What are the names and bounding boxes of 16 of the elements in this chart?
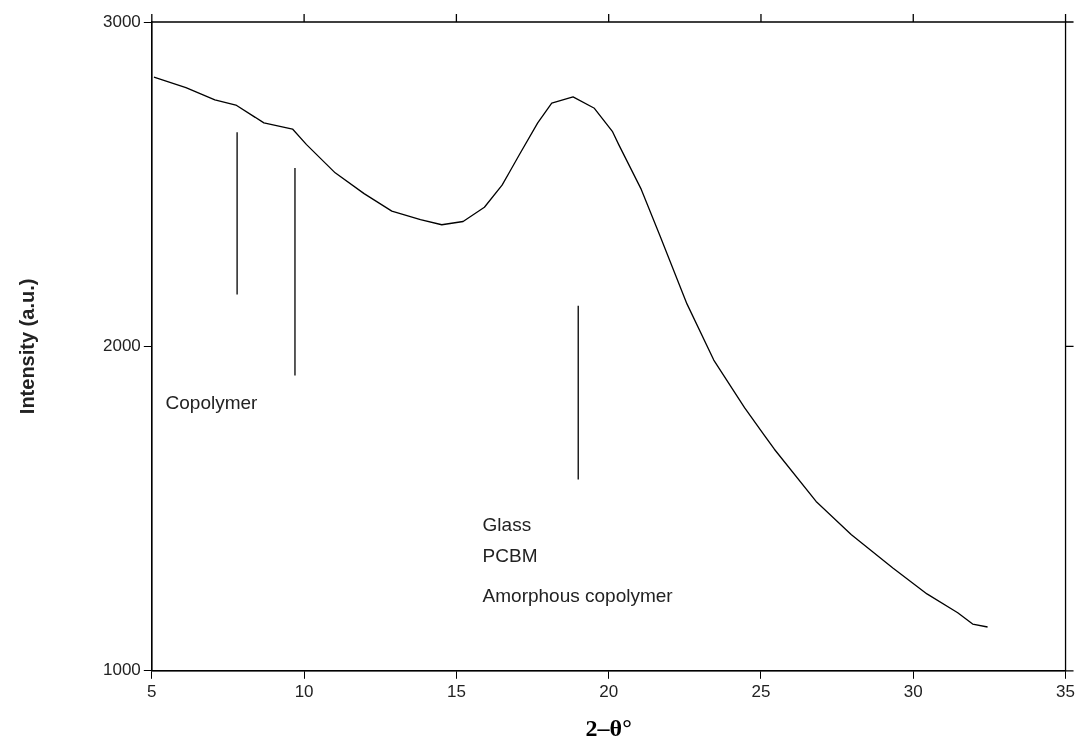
- y-tick-label: 3000: [102, 11, 141, 31]
- x-tick-label: 35: [1056, 681, 1076, 701]
- x-tick-label: 25: [751, 681, 771, 701]
- y-tick-label: 1000: [102, 660, 141, 680]
- annotation: PCBM: [482, 545, 538, 567]
- annotation: Amorphous copolymer: [482, 585, 674, 607]
- annotation: Glass: [482, 514, 532, 536]
- x-tick-label: 30: [903, 681, 923, 701]
- x-axis-title: 2–θ°: [585, 714, 632, 741]
- x-tick-label: 20: [599, 681, 619, 701]
- x-tick-label: 5: [147, 681, 157, 701]
- annotation: Copolymer: [165, 391, 259, 413]
- y-tick-label: 2000: [102, 336, 141, 356]
- y-axis-title: Intensity (a.u.): [15, 278, 38, 415]
- x-tick-label: 15: [446, 681, 466, 701]
- x-tick-label: 10: [294, 681, 314, 701]
